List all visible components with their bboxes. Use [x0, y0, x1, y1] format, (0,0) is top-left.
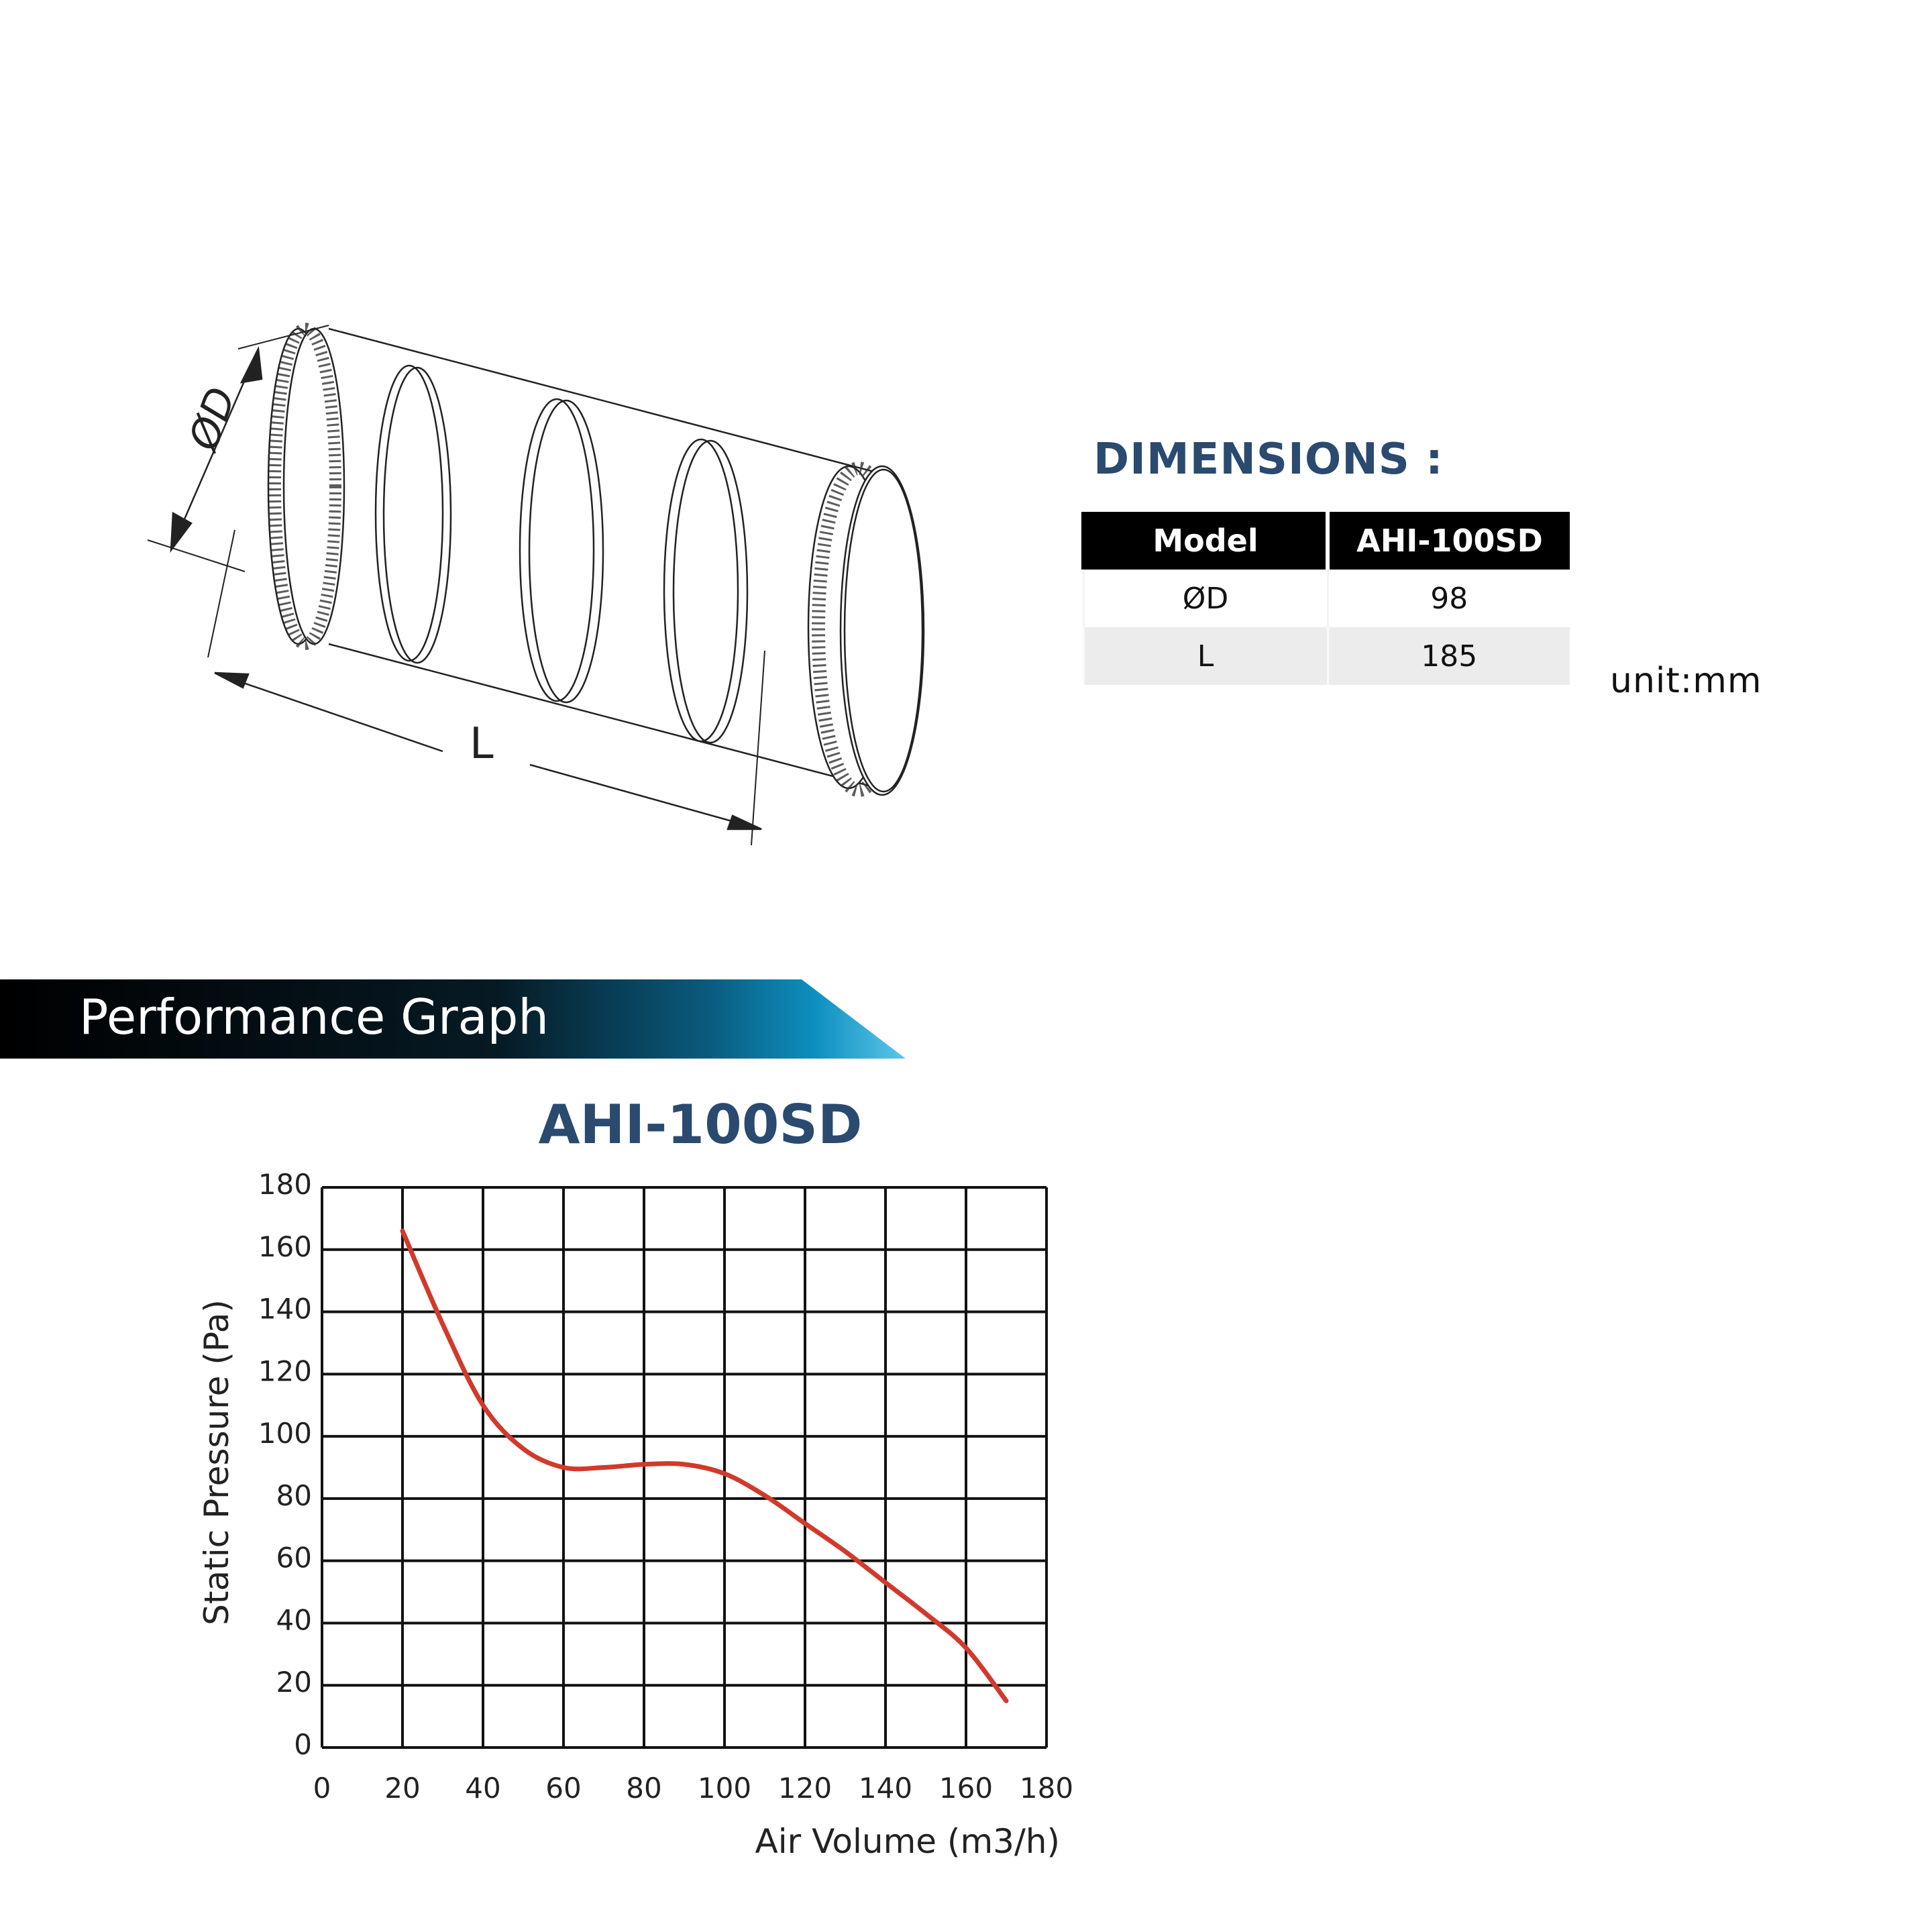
x-tick-label: 100	[698, 1772, 751, 1805]
body-section-3	[663, 438, 739, 743]
x-tick-label: 20	[384, 1772, 420, 1805]
y-axis-label: Static Pressure (Pa)	[197, 1299, 236, 1625]
y-tick-label: 180	[258, 1168, 312, 1201]
arrow-up-icon	[239, 345, 263, 384]
x-tick-label: 0	[313, 1772, 331, 1805]
dimensions-title: DIMENSIONS :	[1093, 435, 1444, 484]
duct-connector-drawing: ØD L	[147, 323, 925, 846]
y-tick-label: 140	[258, 1293, 312, 1326]
performance-banner	[0, 979, 906, 1059]
x-tick-label: 160	[939, 1772, 993, 1805]
length-dimension-line-left	[217, 673, 443, 753]
chart-title: AHI-100SD	[538, 1093, 863, 1156]
body-section-2	[519, 398, 595, 702]
value-cell: 185	[1326, 627, 1570, 685]
table-row: ØD 98	[1082, 570, 1570, 627]
param-cell: L	[1082, 627, 1328, 685]
table-header-model: Model	[1081, 512, 1328, 570]
x-tick-label: 60	[545, 1772, 581, 1805]
table-header-model-name: AHI-100SD	[1326, 512, 1570, 570]
arrow-right-icon	[727, 814, 762, 830]
y-tick-label: 160	[258, 1230, 312, 1263]
y-tick-label: 60	[276, 1542, 312, 1574]
y-tick-label: 100	[258, 1417, 312, 1450]
x-tick-label: 40	[465, 1772, 500, 1805]
pressure-curve	[400, 1228, 1009, 1703]
x-tick-label: 120	[778, 1772, 832, 1805]
open-end-face	[839, 465, 925, 796]
y-tick-label: 0	[294, 1728, 312, 1761]
x-tick-label: 80	[626, 1772, 661, 1805]
y-tick-label: 40	[276, 1603, 312, 1636]
x-tick-label: 140	[859, 1772, 912, 1805]
arrow-down-icon	[170, 511, 193, 553]
arrow-left-icon	[214, 672, 250, 689]
x-axis-label: Air Volume (m3/h)	[755, 1822, 1060, 1861]
unit-label: unit:mm	[1610, 661, 1762, 701]
y-tick-label: 80	[276, 1479, 312, 1512]
banner-title: Performance Graph	[79, 989, 549, 1045]
y-tick-label: 120	[258, 1354, 312, 1387]
param-cell: ØD	[1082, 570, 1328, 627]
diameter-label: ØD	[179, 381, 246, 458]
performance-chart: 0 20 40 60 80 100 120 140 160 180 0 20 40 60 80 100 120 1…	[197, 1168, 1073, 1861]
length-dimension-line-right	[529, 763, 759, 830]
table-row: L 185	[1082, 627, 1570, 685]
y-tick-label: 20	[276, 1666, 312, 1699]
x-tick-label: 180	[1020, 1772, 1073, 1805]
value-cell: 98	[1326, 570, 1570, 627]
length-label: L	[470, 719, 494, 769]
dimensions-table: Model AHI-100SD ØD 98 L 185	[1081, 512, 1570, 685]
body-section-1	[374, 364, 444, 662]
